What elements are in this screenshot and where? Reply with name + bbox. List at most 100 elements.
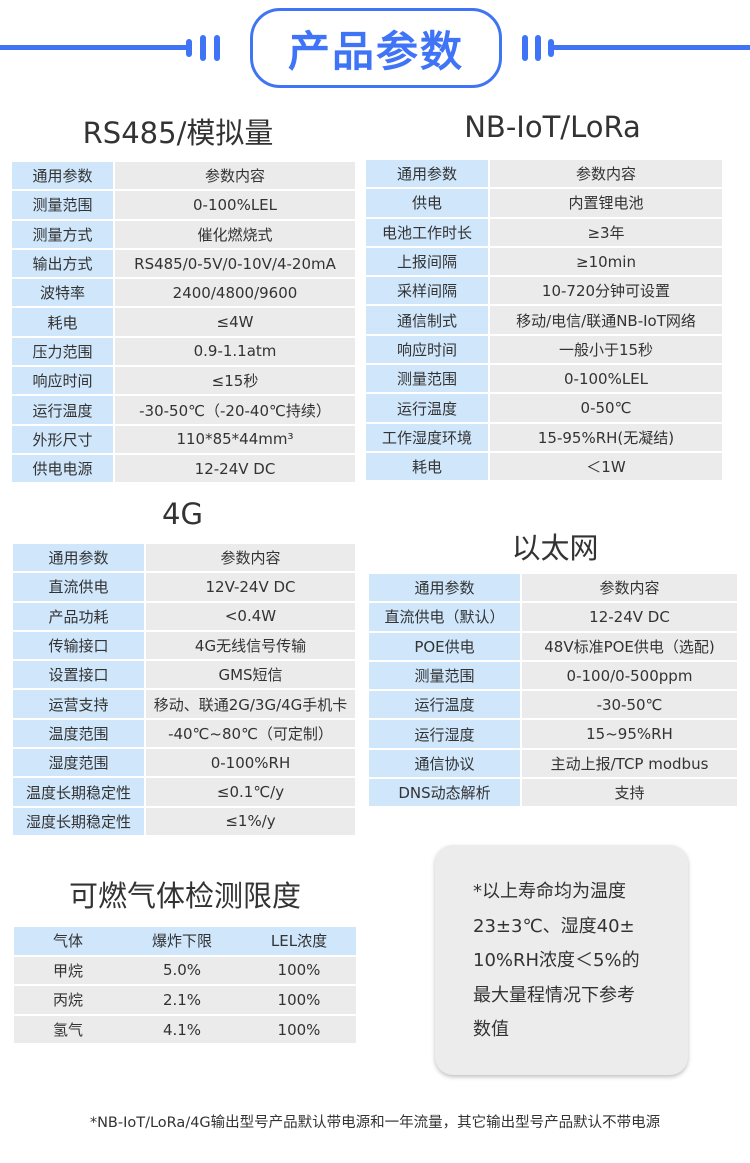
note-line: 最大量程情况下参考 (473, 984, 635, 1006)
param-label: 输出方式 (12, 249, 113, 278)
header-bar (214, 35, 220, 61)
param-value: 4.1% (122, 1015, 242, 1044)
param-label: 响应时间 (12, 367, 113, 395)
table-header-row: 通用参数 参数内容 (13, 544, 355, 572)
gas-title: 可燃气体检测限度 (68, 879, 301, 913)
param-label: POE供电 (369, 632, 520, 660)
table-row: 湿度范围 0-100%RH (13, 749, 355, 777)
param-value: 内置锂电池 (488, 189, 722, 217)
param-value: 12-24V DC (113, 454, 355, 483)
param-value: -30-50℃（-20-40℃持续） (113, 396, 355, 424)
ethernet-table: 通用参数 参数内容 直流供电（默认） 12-24V DC POE供电 48V标准POE供电… (369, 572, 737, 808)
param-label: 波特率 (12, 279, 113, 307)
table-header-row: 通用参数 参数内容 (369, 574, 737, 602)
param-label: 产品功耗 (13, 602, 144, 630)
param-value: 15-95%RH(无凝结) (488, 423, 722, 451)
param-label: 供电电源 (12, 454, 113, 483)
param-value: 参数内容 (144, 544, 355, 572)
ethernet-title: 以太网 (511, 531, 599, 565)
table-row: 耗电 ≤4W (12, 308, 355, 336)
table-row: 响应时间 ≤15秒 (12, 367, 355, 395)
param-value: 爆炸下限 (122, 927, 242, 955)
param-value: 5.0% (122, 956, 242, 985)
table-row: 供电 内置锂电池 (366, 189, 722, 217)
param-label: 采样间隔 (366, 277, 488, 305)
param-value: 移动/电信/联通NB-IoT网络 (488, 306, 722, 334)
note-line: *以上寿命均为温度 (473, 881, 626, 902)
param-label: 压力范围 (12, 337, 113, 366)
param-value: 0-100%LEL (488, 365, 722, 393)
table-row: 运行温度 -30-50℃ (369, 691, 737, 719)
nbiot-title: NB-IoT/LoRa (464, 110, 641, 144)
table-row: 运行温度 0-50℃ (366, 394, 722, 422)
page-title: 产品参数 (250, 8, 502, 88)
g4-table: 通用参数 参数内容 直流供电 12V-24V DC 产品功耗 <0.4W 传输接口 4G无线信… (13, 542, 355, 837)
param-label: 测量范围 (369, 661, 520, 690)
param-value: ≥10min (488, 247, 722, 276)
rs485-title: RS485/模拟量 (82, 116, 274, 150)
param-value: 主动上报/TCP modbus (520, 749, 737, 778)
table-row: 温度长期稳定性 ≤0.1℃/y (13, 778, 355, 806)
param-value: 0-100%LEL (113, 191, 355, 219)
footer-note: *NB-IoT/LoRa/4G输出型号产品默认带电源和一年流量，其它输出型号产品… (89, 1115, 661, 1131)
param-value: 支持 (520, 779, 737, 807)
param-label: 温度长期稳定性 (13, 778, 144, 806)
table-row: DNS动态解析 支持 (369, 779, 737, 807)
param-value: 4G无线信号传输 (144, 631, 355, 660)
table-row: 工作湿度环境 15-95%RH(无凝结) (366, 423, 722, 451)
header-line-left (0, 45, 186, 50)
param-value: -40℃~80℃（可定制） (144, 719, 355, 748)
table-row: 设置接口 GMS短信 (13, 661, 355, 689)
param-label: 供电 (366, 189, 488, 217)
param-label: 运行温度 (12, 396, 113, 424)
param-label: 运营支持 (13, 690, 144, 718)
param-value: 2.1% (122, 986, 242, 1014)
note-box: *以上寿命均为温度 23±3℃、湿度40± 10%RH浓度＜5%的 最大量程情况… (435, 845, 688, 1075)
header-bar (535, 35, 541, 61)
param-value: GMS短信 (144, 661, 355, 689)
param-label: 直流供电（默认） (369, 603, 520, 631)
table-row: 波特率 2400/4800/9600 (12, 279, 355, 307)
param-value: LEL浓度 (242, 927, 356, 955)
param-label: 通信制式 (366, 306, 488, 334)
param-label: 外形尺寸 (12, 425, 113, 453)
param-value: 48V标准POE供电（选配) (520, 632, 737, 660)
table-row: 耗电 ＜1W (366, 452, 722, 481)
param-label: 上报间隔 (366, 247, 488, 276)
header-bar (200, 35, 206, 61)
param-value: 110*85*44mm³ (113, 425, 355, 453)
table-row: 外形尺寸 110*85*44mm³ (12, 425, 355, 453)
gas-table: 气体 爆炸下限 LEL浓度 甲烷 5.0% 100% 丙烷 2.1% 100% 氢气 4.1% 100… (14, 925, 356, 1045)
param-value: 0-50℃ (488, 394, 722, 422)
header-bar (186, 39, 192, 57)
table-row: 直流供电（默认） 12-24V DC (369, 603, 737, 631)
param-label: 甲烷 (14, 956, 122, 985)
table-row: 压力范围 0.9-1.1atm (12, 337, 355, 366)
param-value: 12V-24V DC (144, 573, 355, 601)
param-value: ≤15秒 (113, 367, 355, 395)
param-value: 0-100%RH (144, 749, 355, 777)
table-row: 氢气 4.1% 100% (14, 1015, 356, 1044)
param-label: 设置接口 (13, 661, 144, 689)
param-value: 0-100/0-500ppm (520, 661, 737, 690)
table-row: 测量范围 0-100/0-500ppm (369, 661, 737, 690)
param-value: ≤4W (113, 308, 355, 336)
param-label: 湿度长期稳定性 (13, 807, 144, 835)
param-value: ≥3年 (488, 218, 722, 246)
param-label: 温度范围 (13, 719, 144, 748)
param-label: 电池工作时长 (366, 218, 488, 246)
table-row: 采样间隔 10-720分钟可设置 (366, 277, 722, 305)
param-label: 湿度范围 (13, 749, 144, 777)
table-row: 上报间隔 ≥10min (366, 247, 722, 276)
table-row: 供电电源 12-24V DC (12, 454, 355, 483)
param-value: 参数内容 (488, 160, 722, 188)
param-label: 运行温度 (366, 394, 488, 422)
param-label: 丙烷 (14, 986, 122, 1014)
param-value: 15~95%RH (520, 720, 737, 748)
param-label: 耗电 (12, 308, 113, 336)
param-value: 10-720分钟可设置 (488, 277, 722, 305)
param-label: 工作湿度环境 (366, 423, 488, 451)
param-label: 通用参数 (12, 162, 113, 190)
param-label: 测量范围 (366, 365, 488, 393)
table-row: 电池工作时长 ≥3年 (366, 218, 722, 246)
